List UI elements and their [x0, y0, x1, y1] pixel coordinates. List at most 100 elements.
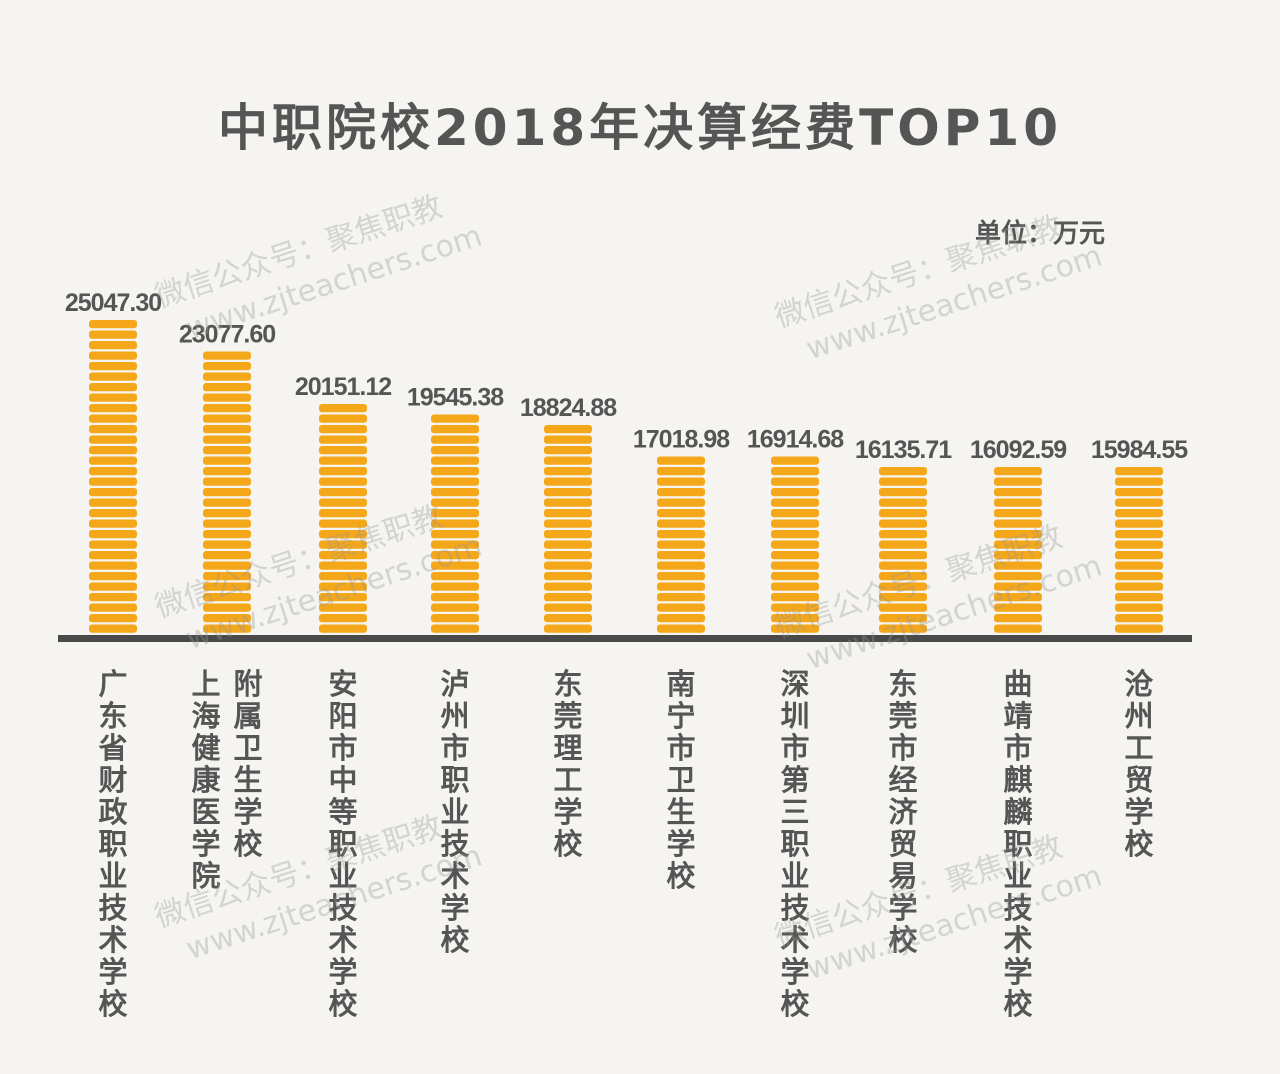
bar-segment: [319, 561, 367, 570]
bar-segment: [89, 477, 137, 486]
category-label: 上海健康医学院 附属卫生学校: [190, 668, 264, 892]
x-axis-line: [58, 635, 1192, 642]
bar-segment: [879, 593, 927, 602]
bar-segment: [89, 551, 137, 560]
bar-segment: [203, 351, 251, 360]
category-label-column: 东莞市经济贸易学校: [888, 667, 918, 957]
bar-segment: [319, 498, 367, 507]
bar-segment: [89, 614, 137, 623]
bar-segment: [203, 446, 251, 455]
bar-segment: [771, 614, 819, 623]
bar-segment: [657, 614, 705, 623]
bar-segment: [431, 425, 479, 434]
bar-segment: [89, 603, 137, 612]
bar-segment: [203, 603, 251, 612]
bar-segment: [431, 456, 479, 465]
category-label-column: 泸州市职业技术学校: [440, 667, 470, 957]
bar-segment: [1115, 488, 1163, 497]
bar-segment: [544, 509, 592, 518]
bar-segment: [319, 467, 367, 476]
bar-segment: [1115, 551, 1163, 560]
bar: [431, 414, 479, 633]
bar-segment: [89, 540, 137, 549]
bar-segment: [879, 572, 927, 581]
bar-segment: [994, 603, 1042, 612]
bar-segment: [1115, 572, 1163, 581]
category-label: 沧州工贸学校: [1123, 668, 1155, 860]
bar: [771, 456, 819, 633]
bar-segment: [879, 561, 927, 570]
bar-segment: [544, 593, 592, 602]
bar-segment: [879, 582, 927, 591]
value-label: 17018.98: [633, 426, 730, 454]
bar-segment: [1115, 614, 1163, 623]
bar-segment: [544, 614, 592, 623]
category-label-column: 广东省财政职业技术学校: [98, 667, 128, 1021]
bar-segment: [771, 456, 819, 465]
bar-segment: [1115, 509, 1163, 518]
bar-segment: [203, 498, 251, 507]
bar-segment: [771, 488, 819, 497]
bar-segment: [319, 404, 367, 413]
bar: [879, 467, 927, 633]
bar-segment: [1115, 530, 1163, 539]
bar-segment: [89, 320, 137, 329]
bar-segment: [203, 456, 251, 465]
bar-segment: [994, 530, 1042, 539]
bar-segment: [319, 593, 367, 602]
bar-segment: [771, 603, 819, 612]
bar-segment: [431, 572, 479, 581]
bar-segment: [431, 603, 479, 612]
bar-segment: [319, 425, 367, 434]
bar-segment: [1115, 498, 1163, 507]
bar-segment: [1115, 540, 1163, 549]
bar-segment: [319, 572, 367, 581]
bar-segment: [431, 614, 479, 623]
bar-segment: [203, 551, 251, 560]
bar-segment: [431, 509, 479, 518]
bar-segment: [771, 561, 819, 570]
bar-segment: [203, 362, 251, 371]
value-label: 16135.71: [855, 436, 952, 464]
bar-segment: [431, 446, 479, 455]
bar-segment: [544, 467, 592, 476]
bar-segment: [544, 624, 592, 633]
value-label: 16914.68: [747, 426, 844, 454]
category-label: 泸州市职业技术学校: [439, 668, 471, 956]
bar-segment: [89, 456, 137, 465]
bar-segment: [89, 341, 137, 350]
bar-segment: [319, 624, 367, 633]
bar-segment: [879, 488, 927, 497]
bar-segment: [657, 519, 705, 528]
bar-segment: [431, 530, 479, 539]
bar-segment: [319, 614, 367, 623]
bar-segment: [89, 446, 137, 455]
category-label: 安阳市中等职业技术学校: [327, 668, 359, 1020]
bar-segment: [544, 435, 592, 444]
bar-segment: [879, 498, 927, 507]
category-label-column: 上海健康医学院: [191, 667, 221, 893]
category-label-column: 附属卫生学校: [233, 667, 263, 861]
bar-segment: [203, 624, 251, 633]
bar-segment: [994, 593, 1042, 602]
bar-segment: [89, 467, 137, 476]
bar-segment: [771, 572, 819, 581]
bar-segment: [994, 488, 1042, 497]
bar-segment: [657, 456, 705, 465]
bar-segment: [657, 488, 705, 497]
category-label: 曲靖市麒麟职业技术学校: [1002, 668, 1034, 1020]
bar-segment: [657, 593, 705, 602]
bar-segment: [1115, 561, 1163, 570]
bar-segment: [203, 393, 251, 402]
bar-segment: [319, 551, 367, 560]
bar-segment: [657, 530, 705, 539]
bar-segment: [89, 624, 137, 633]
bar-segment: [203, 509, 251, 518]
bar-segment: [319, 435, 367, 444]
bar-segment: [544, 561, 592, 570]
bar-segment: [1115, 624, 1163, 633]
bar-segment: [431, 593, 479, 602]
bar-segment: [544, 530, 592, 539]
bar-segment: [89, 330, 137, 339]
bar-segment: [994, 509, 1042, 518]
